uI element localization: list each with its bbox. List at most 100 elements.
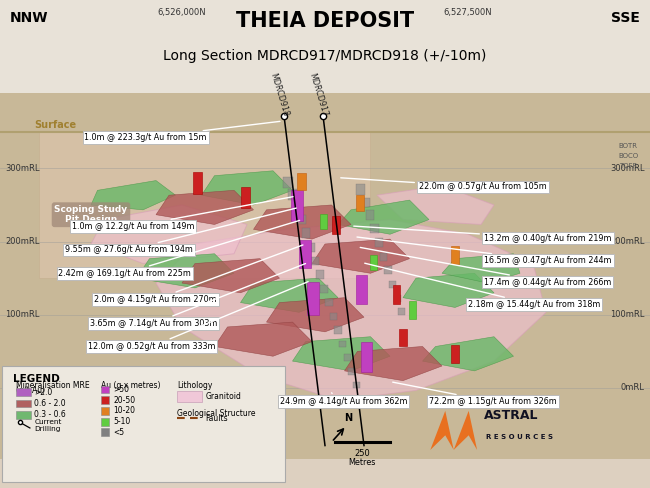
Text: Faults: Faults <box>205 414 228 423</box>
Text: 10-20: 10-20 <box>113 407 135 415</box>
Bar <box>380 253 387 261</box>
Polygon shape <box>377 185 494 224</box>
Bar <box>288 189 297 200</box>
Polygon shape <box>292 337 390 371</box>
Bar <box>399 329 407 346</box>
Bar <box>339 341 346 347</box>
Text: 2.42m @ 169.1g/t Au from 225m: 2.42m @ 169.1g/t Au from 225m <box>58 221 300 278</box>
Text: 0mRL: 0mRL <box>5 384 29 392</box>
Bar <box>298 215 305 224</box>
Text: 300mRL: 300mRL <box>610 164 645 173</box>
Text: Scoping Study
Pit Design: Scoping Study Pit Design <box>55 205 127 224</box>
Text: SSE: SSE <box>612 11 640 25</box>
Bar <box>353 382 360 388</box>
Bar <box>389 281 396 288</box>
Bar <box>320 285 328 293</box>
Text: ASTRAL: ASTRAL <box>484 409 539 422</box>
Text: BOTR: BOTR <box>619 143 638 149</box>
Bar <box>320 214 327 229</box>
Text: MDRCD917: MDRCD917 <box>307 72 329 118</box>
Text: Geological Structure: Geological Structure <box>177 409 255 418</box>
Polygon shape <box>91 205 247 264</box>
Text: R E S O U R C E S: R E S O U R C E S <box>486 434 553 440</box>
Text: 20-50: 20-50 <box>113 396 135 405</box>
Bar <box>311 257 319 265</box>
Bar <box>334 326 342 334</box>
Polygon shape <box>254 205 351 239</box>
Bar <box>394 295 401 302</box>
Bar <box>375 238 383 247</box>
Polygon shape <box>454 411 477 450</box>
Text: MDRCD918: MDRCD918 <box>268 72 290 118</box>
Text: 1.0m @ 223.3g/t Au from 15m: 1.0m @ 223.3g/t Au from 15m <box>84 122 280 142</box>
Bar <box>101 396 109 404</box>
Text: Surface: Surface <box>34 120 76 130</box>
Text: Current
Drilling: Current Drilling <box>34 419 62 431</box>
Bar <box>356 275 367 304</box>
Polygon shape <box>214 322 312 356</box>
Text: 1.0m @ 12.2g/t Au from 149m: 1.0m @ 12.2g/t Au from 149m <box>72 197 293 231</box>
Bar <box>361 198 369 207</box>
Text: Long Section MDRCD917/MDRCD918 (+/-10m): Long Section MDRCD917/MDRCD918 (+/-10m) <box>163 49 487 63</box>
Polygon shape <box>202 171 292 205</box>
Bar <box>298 173 305 190</box>
Bar <box>101 407 109 415</box>
Polygon shape <box>156 190 254 224</box>
Polygon shape <box>136 254 234 288</box>
Bar <box>283 177 292 188</box>
FancyBboxPatch shape <box>2 366 285 482</box>
Text: (g/t Au): (g/t Au) <box>16 386 46 395</box>
Text: 3.65m @ 7.14g/t Au from 303m: 3.65m @ 7.14g/t Au from 303m <box>90 264 306 328</box>
Bar <box>330 313 337 320</box>
Bar <box>365 210 374 220</box>
Text: 0.6 - 2.0: 0.6 - 2.0 <box>34 399 66 408</box>
Text: 2.18m @ 15.44g/t Au from 318m: 2.18m @ 15.44g/t Au from 318m <box>365 263 601 309</box>
Text: 72.2m @ 1.15g/t Au from 326m: 72.2m @ 1.15g/t Au from 326m <box>393 382 557 406</box>
Text: <5: <5 <box>113 428 124 437</box>
Bar <box>356 184 365 195</box>
Text: 200mRL: 200mRL <box>610 237 645 246</box>
Text: BOCO: BOCO <box>619 153 639 159</box>
Bar <box>369 255 377 270</box>
Text: 13.2m @ 0.40g/t Au from 219m: 13.2m @ 0.40g/t Au from 219m <box>354 226 612 243</box>
Text: 6,527,500N: 6,527,500N <box>444 8 492 17</box>
Bar <box>316 270 324 279</box>
Bar <box>344 354 351 361</box>
Bar <box>0 0 650 93</box>
Polygon shape <box>266 298 364 332</box>
Polygon shape <box>422 337 514 371</box>
Bar <box>16 400 31 407</box>
Text: 12.0m @ 0.52g/t Au from 333m: 12.0m @ 0.52g/t Au from 333m <box>88 282 308 351</box>
Bar <box>384 266 392 274</box>
Bar <box>361 342 372 372</box>
Bar <box>194 172 202 194</box>
Text: 100mRL: 100mRL <box>5 310 40 319</box>
Text: >2.0: >2.0 <box>34 388 53 397</box>
Text: >50: >50 <box>113 385 129 394</box>
Bar <box>101 428 109 436</box>
Bar <box>242 187 250 208</box>
Bar <box>101 386 109 393</box>
Text: THEIA DEPOSIT: THEIA DEPOSIT <box>236 11 414 31</box>
Bar <box>307 282 318 315</box>
Text: Metres: Metres <box>348 458 376 467</box>
Bar <box>451 246 459 264</box>
Text: Lithology: Lithology <box>177 381 212 389</box>
Bar <box>393 285 400 304</box>
Bar <box>299 240 311 268</box>
Text: LEGEND: LEGEND <box>13 374 60 384</box>
Polygon shape <box>338 200 429 234</box>
Text: NNW: NNW <box>10 11 48 25</box>
Text: Mineralisation MRE: Mineralisation MRE <box>16 381 90 389</box>
Bar <box>0 93 650 181</box>
Bar <box>348 368 356 375</box>
Polygon shape <box>39 132 370 278</box>
Text: 100mRL: 100mRL <box>610 310 645 319</box>
Text: 300mRL: 300mRL <box>5 164 40 173</box>
Bar <box>370 224 378 233</box>
Text: 6,526,000N: 6,526,000N <box>158 8 206 17</box>
Bar <box>292 203 301 212</box>
Text: 0mRL: 0mRL <box>621 384 645 392</box>
Text: N: N <box>344 413 352 423</box>
Bar <box>177 391 202 402</box>
